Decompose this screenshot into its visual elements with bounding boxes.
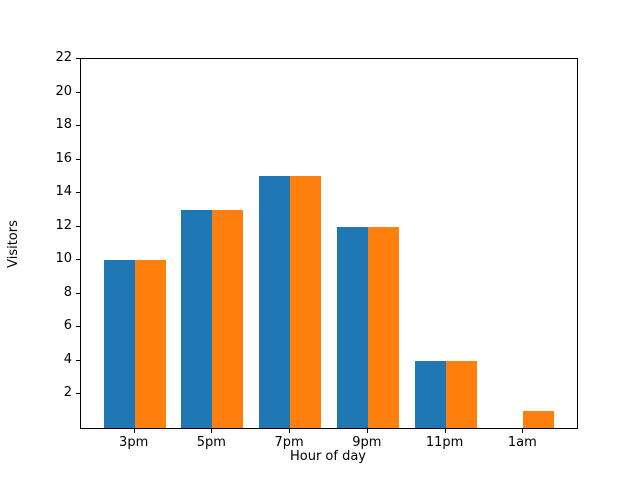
bar-series-2-9pm — [367, 226, 399, 428]
y-tick-label: 16 — [55, 150, 72, 166]
x-tick-mark — [289, 429, 291, 433]
y-tick-mark — [76, 158, 80, 160]
x-tick-label: 3pm — [119, 435, 149, 450]
y-tick-label: 18 — [55, 117, 72, 133]
bar-series-2-5pm — [212, 209, 244, 428]
y-tick-mark — [76, 292, 80, 294]
y-tick-mark — [76, 58, 80, 59]
y-tick-mark — [76, 125, 80, 127]
y-tick-label: 2 — [63, 385, 72, 401]
bar-series-2-7pm — [290, 176, 322, 428]
bar-series-1-7pm — [259, 176, 291, 428]
x-tick-label: 9pm — [352, 435, 382, 450]
y-tick-label: 4 — [63, 351, 72, 367]
x-tick-label: 11pm — [425, 435, 464, 450]
y-tick-label: 22 — [55, 50, 72, 65]
bar-series-1-3pm — [103, 260, 135, 428]
x-tick-mark — [444, 429, 446, 433]
x-tick-mark — [211, 429, 213, 433]
y-tick-mark — [76, 393, 80, 395]
bar-series-2-3pm — [134, 260, 166, 428]
y-tick-label: 14 — [55, 184, 72, 200]
x-tick-mark — [133, 429, 135, 433]
x-axis-label: Hour of day — [289, 449, 367, 464]
plot-area — [80, 58, 578, 429]
y-tick-mark — [76, 91, 80, 93]
bar-series-1-9pm — [336, 226, 368, 428]
x-tick-mark — [366, 429, 368, 433]
y-tick-label: 8 — [63, 284, 72, 300]
x-tick-mark — [522, 429, 524, 433]
x-tick-label: 7pm — [274, 435, 304, 450]
bar-series-1-11pm — [414, 360, 446, 428]
y-tick-mark — [76, 359, 80, 361]
y-tick-mark — [76, 259, 80, 261]
bar-series-2-11pm — [445, 360, 477, 428]
x-tick-label: 1am — [507, 435, 537, 450]
y-tick-label: 12 — [55, 217, 72, 233]
y-tick-label: 6 — [63, 318, 72, 334]
y-tick-label: 10 — [55, 251, 72, 267]
x-tick-label: 5pm — [196, 435, 226, 450]
bar-series-1-5pm — [181, 209, 213, 428]
y-tick-mark — [76, 326, 80, 328]
y-tick-mark — [76, 192, 80, 194]
y-tick-mark — [76, 225, 80, 227]
y-tick-label: 20 — [55, 83, 72, 99]
bar-series-2-1am — [523, 411, 555, 428]
